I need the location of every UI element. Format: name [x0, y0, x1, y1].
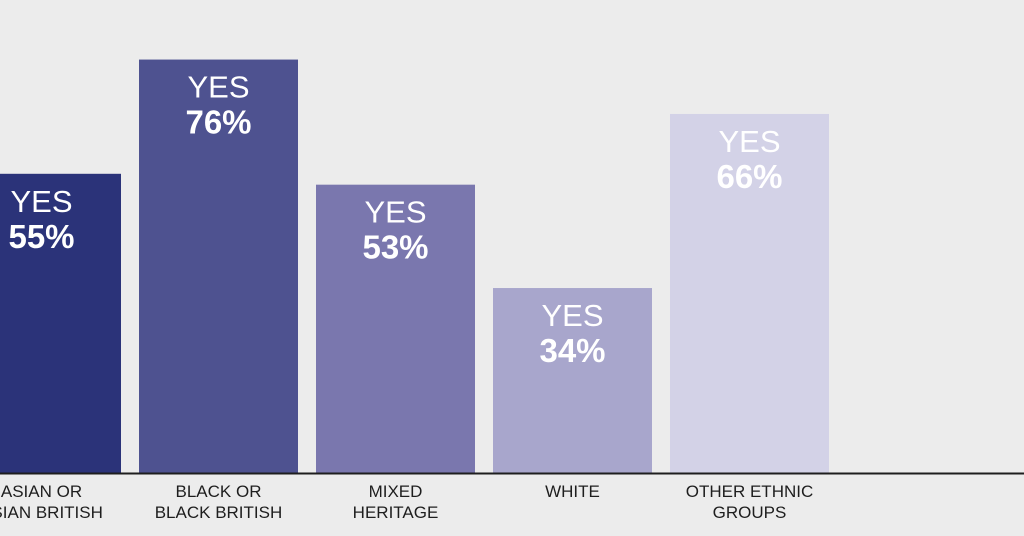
bar-prefix-label: YES — [187, 70, 249, 105]
category-label: ASIAN OR — [1, 482, 82, 501]
category-label: BLACK BRITISH — [155, 503, 283, 522]
bar-value-label: 53% — [362, 229, 428, 266]
category-label: BLACK OR — [176, 482, 262, 501]
bar-value-label: 55% — [8, 218, 74, 255]
bar-prefix-label: YES — [364, 195, 426, 230]
bar-2 — [316, 184, 475, 473]
bar-value-label: 34% — [539, 332, 605, 369]
bar-3 — [493, 288, 652, 473]
category-label: HERITAGE — [353, 503, 439, 522]
bar-value-label: 76% — [185, 104, 251, 141]
bar-prefix-label: YES — [10, 184, 72, 219]
category-label: ASIAN BRITISH — [0, 503, 103, 522]
bar-prefix-label: YES — [541, 298, 603, 333]
category-labels-group: ASIAN OR ASIAN BRITISH BLACK OR BLACK BRITI… — [0, 482, 813, 522]
bar-value-label: 66% — [716, 158, 782, 195]
category-label: OTHER ETHNIC — [686, 482, 814, 501]
bar-0 — [0, 173, 121, 474]
bar-4 — [670, 113, 829, 474]
bar-1 — [139, 59, 298, 474]
bar-prefix-label: YES — [718, 124, 780, 159]
category-label: MIXED — [369, 482, 423, 501]
category-label: GROUPS — [713, 503, 787, 522]
category-label: WHITE — [545, 482, 600, 501]
